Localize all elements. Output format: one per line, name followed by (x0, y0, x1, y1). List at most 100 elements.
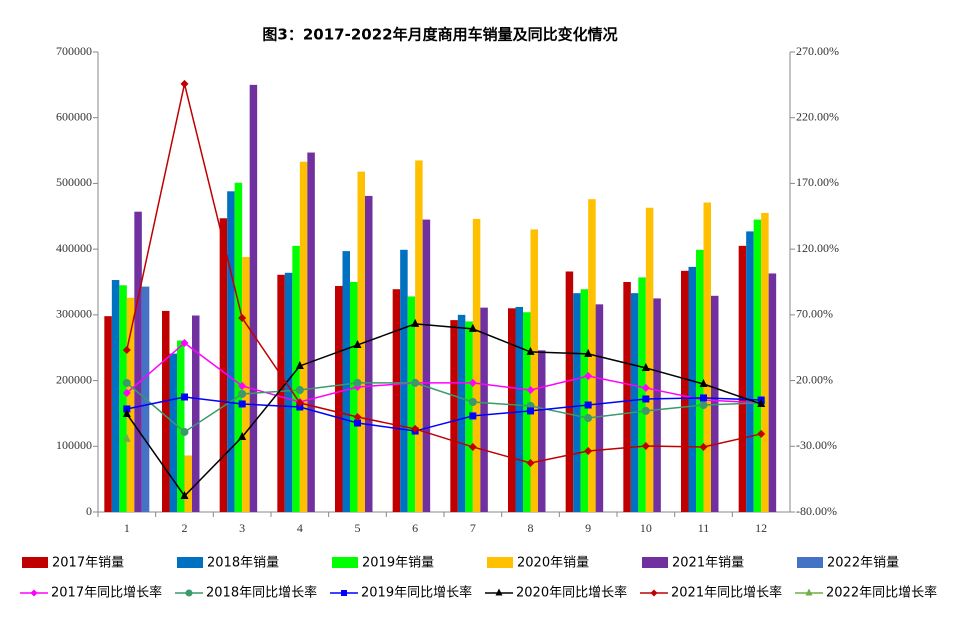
point (180, 490, 189, 499)
bar (335, 285, 343, 512)
y2-tick-label: 70.00% (796, 307, 833, 321)
bar (565, 271, 574, 512)
point (700, 394, 707, 402)
bar (515, 306, 523, 512)
point (296, 403, 304, 411)
point (641, 383, 650, 392)
point (699, 442, 708, 451)
bar (400, 249, 408, 513)
point (411, 318, 420, 327)
point (469, 412, 477, 420)
y-tick-label: 0 (86, 504, 92, 518)
bar (219, 218, 228, 512)
y-tick-label: 500000 (56, 175, 92, 189)
point (411, 424, 420, 433)
legend-label: 2019年销量 (362, 556, 434, 571)
point (699, 401, 708, 410)
bar (523, 312, 531, 512)
point (354, 419, 361, 427)
bar (292, 245, 300, 512)
bar (249, 84, 258, 512)
point (526, 346, 535, 355)
point (757, 429, 766, 438)
legend-label: 2020年同比增长率 (516, 585, 627, 601)
x-tick-label: 5 (355, 521, 361, 535)
bar (768, 273, 777, 512)
point (757, 398, 766, 407)
bar (480, 307, 488, 512)
bar (761, 213, 769, 512)
bar (696, 249, 704, 513)
point (122, 345, 131, 354)
y2-tick-label: 170.00% (796, 175, 839, 189)
legend-swatch (332, 557, 358, 568)
bar (688, 266, 696, 512)
y2-tick-label: -30.00% (796, 438, 837, 452)
point (295, 360, 304, 369)
legend-label: 2017年同比增长率 (51, 585, 162, 601)
bar (119, 285, 127, 512)
bar (227, 191, 235, 513)
legend-swatch (642, 557, 668, 568)
point (468, 323, 477, 332)
legend-label: 2019年同比增长率 (361, 585, 472, 601)
line (126, 396, 762, 432)
bar (595, 304, 604, 512)
legend-label: 2020年销量 (517, 556, 589, 571)
legend-label: 2022年同比增长率 (826, 585, 937, 601)
y-tick-label: 700000 (56, 44, 92, 58)
point (468, 378, 477, 387)
bar (508, 308, 516, 512)
bar (630, 293, 639, 512)
point (527, 407, 534, 415)
bar (653, 298, 661, 512)
bar (242, 257, 250, 512)
bar (192, 315, 200, 512)
x-tick-label: 7 (470, 521, 476, 535)
point (238, 389, 247, 398)
line (126, 323, 762, 498)
bar (703, 202, 711, 512)
legend-marker (185, 589, 193, 597)
bar (350, 282, 358, 512)
point (641, 406, 650, 415)
y-tick-label: 400000 (56, 241, 92, 255)
point (584, 371, 593, 380)
bar (111, 280, 120, 512)
bar (422, 219, 431, 513)
bar (342, 251, 350, 512)
point (181, 393, 188, 401)
line (126, 382, 762, 433)
line (126, 83, 762, 464)
legend-label: 2022年销量 (827, 556, 899, 571)
y2-tick-label: 120.00% (796, 241, 839, 255)
bar (538, 350, 546, 512)
y2-tick-label: -80.00% (796, 504, 837, 518)
bar (472, 218, 481, 512)
point (526, 458, 535, 467)
point (353, 339, 362, 348)
legend-marker (30, 589, 38, 597)
bar (738, 245, 747, 512)
bar (645, 207, 654, 512)
x-tick-label: 6 (412, 521, 418, 535)
point (641, 442, 650, 451)
point (180, 338, 189, 347)
legend-label: 2018年销量 (207, 556, 279, 571)
y-tick-label: 600000 (56, 109, 92, 123)
point (122, 388, 131, 397)
bar (450, 320, 458, 512)
bar (134, 211, 142, 512)
x-tick-label: 1 (124, 521, 130, 535)
point (468, 397, 477, 406)
bar (104, 316, 112, 512)
point (238, 400, 246, 408)
point (411, 378, 420, 387)
point (122, 408, 131, 417)
y2-tick-label: 270.00% (796, 44, 839, 58)
bar (457, 314, 466, 512)
point (584, 401, 592, 409)
x-tick-label: 2 (182, 521, 188, 535)
y2-tick-label: 20.00% (796, 372, 833, 386)
